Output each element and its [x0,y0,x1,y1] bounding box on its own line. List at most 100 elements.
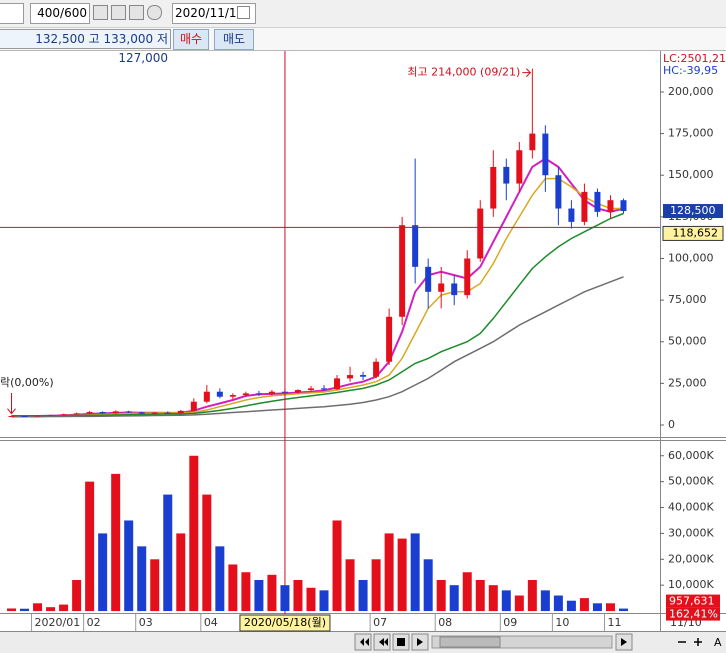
y-tick-label: 60,000K [668,449,714,462]
candle-body [542,133,549,176]
y-tick-label: 20,000K [668,552,714,565]
tool-icon[interactable] [93,5,108,20]
font-button[interactable]: A [714,636,722,649]
candle-body [60,414,67,416]
candle-body [620,200,627,212]
x-tick-label: 07 [373,616,387,629]
hc-label: HC:-39,95 [663,64,718,77]
x-tick-label: 04 [204,616,218,629]
candle-body [86,412,93,414]
candle-body [112,411,119,414]
candle-body [503,166,510,184]
crosshair-value-box [662,225,724,241]
volume-bar [267,574,277,612]
volume-bar [553,595,563,612]
volume-bar [46,607,56,612]
input[interactable] [0,3,24,24]
volume-bar [540,590,550,612]
tool-icon[interactable] [129,5,144,20]
x-tick-label: 03 [139,616,153,629]
annotation-arrow [522,68,532,78]
last-price-box [663,204,723,219]
candle-body [216,391,223,397]
y-tick-label: 50,000K [668,475,714,488]
candle-body [516,150,523,184]
volume-bar [7,608,17,612]
candle-body [386,316,393,362]
volume-bar [72,579,82,612]
volume-bar [345,559,355,612]
first-icon [360,638,369,646]
candle-body [8,416,15,418]
y-tick-label: 150,000 [668,168,714,181]
x-tick-label: 10 [555,616,569,629]
candle-body [242,393,249,396]
volume-bar [488,585,498,612]
volume-bar [202,494,212,612]
scroll-thumb[interactable] [439,636,501,648]
volume-bar [605,603,615,612]
candle-body [125,411,132,413]
volume-bar [475,579,485,612]
volume-bar [33,603,43,612]
volume-bar [59,604,69,612]
tool-icon[interactable] [111,5,126,20]
y-tick-label: 175,000 [668,127,714,140]
candle-body [360,375,367,377]
candle-body [203,391,210,402]
volume-bar [358,579,368,612]
buy-button[interactable]: 매수 [173,29,209,50]
y-tick-label: 100,000 [668,251,714,264]
volume-ratio-label: 162,41% [669,608,718,621]
sell-button[interactable]: 매도 [214,29,254,50]
candle-body [190,401,197,411]
volume-bar [384,533,394,612]
candle-body [307,388,314,391]
candle-body [347,375,354,379]
x-tick-label: 02 [87,616,101,629]
volume-bar [566,600,576,612]
volume-bar [20,608,30,612]
candle-body [425,266,432,292]
candle-body [555,175,562,209]
candle-body [594,191,601,212]
date-input[interactable]: 2020/11/10 [172,3,256,24]
volume-bar [189,455,199,612]
candle-body [21,416,28,418]
crosshair-date-box [239,614,331,632]
x-tick-label: 2020/01 [35,616,81,629]
volume-bar [319,590,329,612]
settings-icon[interactable] [147,5,162,20]
volume-bar [241,572,251,612]
volume-bar [462,572,472,612]
volume-bar [215,546,225,612]
candle-body [321,388,328,390]
candle-body [529,133,536,151]
candle-body [164,412,171,414]
candle-body [412,225,419,267]
prev-icon [379,638,388,646]
candle-body [373,361,380,377]
crosshair-value-label: 118,652 [673,226,719,239]
left-annotation: 락(0,00%) [0,376,54,389]
volume-bar [280,585,290,612]
candle-body [568,208,575,222]
candle-body [229,395,236,397]
volume-bar [410,533,420,612]
candle-body [294,390,301,393]
candle-body [438,283,445,292]
candle-body [138,412,145,414]
candle-body [490,166,497,209]
zoom-in[interactable] [694,638,702,646]
candle-body [607,200,614,212]
count-input[interactable]: 400/600 [30,3,90,24]
calendar-icon[interactable] [237,6,250,19]
volume-bar [228,564,238,612]
candle-body [99,412,106,414]
x-tick-label: 08 [438,616,452,629]
annotation-arrow [7,393,16,415]
volume-ratio-box [666,607,720,621]
quote-text: 132,500 고 133,000 저 127,000 [0,29,171,65]
